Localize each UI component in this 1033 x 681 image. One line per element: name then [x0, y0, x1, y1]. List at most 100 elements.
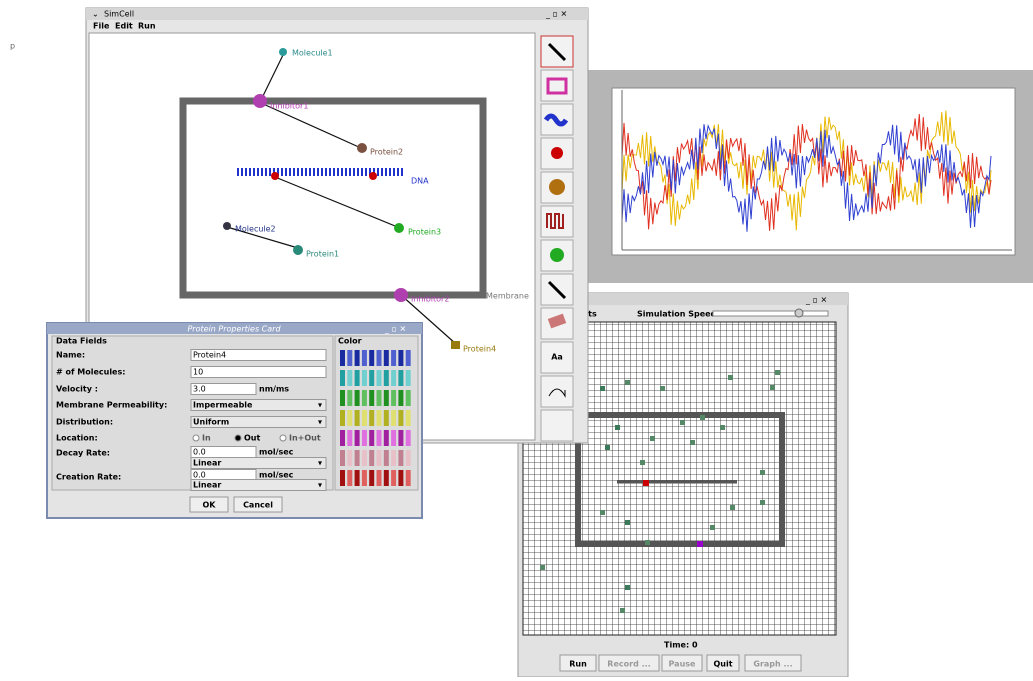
tool-icon — [551, 147, 563, 159]
swatch[interactable] — [406, 390, 411, 406]
swatch[interactable] — [406, 470, 411, 486]
swatch[interactable] — [398, 450, 403, 466]
swatch[interactable] — [347, 390, 352, 406]
swatch[interactable] — [362, 410, 367, 426]
swatch[interactable] — [369, 390, 374, 406]
menu-item[interactable]: Edit — [115, 22, 133, 31]
swatch[interactable] — [384, 370, 389, 386]
slider-thumb[interactable] — [795, 309, 803, 317]
swatch[interactable] — [391, 390, 396, 406]
swatch[interactable] — [398, 410, 403, 426]
field-label: Creation Rate: — [56, 473, 121, 482]
swatch[interactable] — [369, 410, 374, 426]
swatch[interactable] — [347, 450, 352, 466]
swatch[interactable] — [398, 390, 403, 406]
radio[interactable] — [280, 435, 286, 441]
field-value: 3.0 — [193, 385, 206, 394]
swatch[interactable] — [340, 450, 345, 466]
swatch[interactable] — [406, 430, 411, 446]
swatch[interactable] — [391, 370, 396, 386]
swatch[interactable] — [340, 430, 345, 446]
swatch[interactable] — [384, 470, 389, 486]
tool-button[interactable] — [541, 70, 573, 101]
swatch[interactable] — [362, 470, 367, 486]
swatch[interactable] — [355, 430, 360, 446]
swatch[interactable] — [340, 350, 345, 366]
swatch[interactable] — [391, 430, 396, 446]
swatch[interactable] — [340, 470, 345, 486]
speed-slider[interactable] — [713, 311, 828, 316]
agent — [600, 510, 605, 515]
field-value: 0.0 — [193, 448, 206, 457]
swatch[interactable] — [384, 450, 389, 466]
swatch[interactable] — [340, 390, 345, 406]
swatch[interactable] — [377, 450, 382, 466]
swatch[interactable] — [347, 430, 352, 446]
swatch[interactable] — [398, 350, 403, 366]
swatch[interactable] — [377, 350, 382, 366]
swatch[interactable] — [369, 370, 374, 386]
swatch[interactable] — [362, 370, 367, 386]
entity-label: Protein4 — [463, 345, 496, 354]
radio[interactable] — [193, 435, 199, 441]
text-input[interactable] — [191, 367, 326, 378]
swatch[interactable] — [369, 430, 374, 446]
swatch[interactable] — [340, 370, 345, 386]
swatch[interactable] — [347, 410, 352, 426]
swatch[interactable] — [355, 450, 360, 466]
swatch[interactable] — [384, 430, 389, 446]
swatch[interactable] — [369, 470, 374, 486]
radio[interactable] — [235, 435, 241, 441]
swatch[interactable] — [398, 430, 403, 446]
swatch[interactable] — [398, 370, 403, 386]
menu-item[interactable]: File — [93, 22, 110, 31]
swatch[interactable] — [355, 470, 360, 486]
swatch[interactable] — [355, 370, 360, 386]
swatch[interactable] — [391, 350, 396, 366]
dropdown-arrow: ▾ — [318, 401, 322, 410]
swatch[interactable] — [391, 470, 396, 486]
swatch[interactable] — [369, 350, 374, 366]
swatch[interactable] — [391, 410, 396, 426]
swatch[interactable] — [406, 350, 411, 366]
swatch[interactable] — [362, 430, 367, 446]
swatch[interactable] — [362, 450, 367, 466]
agent — [770, 385, 775, 390]
swatch[interactable] — [347, 350, 352, 366]
field-label: # of Molecules: — [56, 368, 125, 377]
swatch[interactable] — [391, 450, 396, 466]
swatch[interactable] — [355, 350, 360, 366]
swatch[interactable] — [355, 390, 360, 406]
swatch[interactable] — [362, 350, 367, 366]
swatch[interactable] — [355, 410, 360, 426]
swatch[interactable] — [406, 450, 411, 466]
swatch[interactable] — [347, 470, 352, 486]
agent — [728, 375, 733, 380]
button-label: OK — [203, 501, 217, 510]
swatch[interactable] — [406, 410, 411, 426]
window-controls: _ ▫ ✕ — [805, 296, 827, 305]
swatch[interactable] — [377, 410, 382, 426]
swatch[interactable] — [377, 470, 382, 486]
swatch[interactable] — [398, 470, 403, 486]
swatch[interactable] — [369, 450, 374, 466]
swatch[interactable] — [384, 350, 389, 366]
swatch[interactable] — [377, 430, 382, 446]
button-label: Record ... — [607, 660, 650, 669]
swatch[interactable] — [384, 410, 389, 426]
swatch[interactable] — [377, 370, 382, 386]
swatch[interactable] — [377, 390, 382, 406]
swatch[interactable] — [340, 410, 345, 426]
unit-label: nm/ms — [259, 385, 289, 394]
menu-item[interactable]: Run — [138, 22, 156, 31]
swatch[interactable] — [362, 390, 367, 406]
radio-label: In+Out — [289, 434, 321, 443]
swatch[interactable] — [384, 390, 389, 406]
tool-button[interactable] — [541, 410, 573, 441]
swatch[interactable] — [406, 370, 411, 386]
swatch[interactable] — [347, 370, 352, 386]
tool-button[interactable] — [541, 206, 573, 237]
button-label: Pause — [669, 660, 697, 669]
agent — [620, 608, 625, 613]
tool-button[interactable] — [541, 376, 573, 407]
